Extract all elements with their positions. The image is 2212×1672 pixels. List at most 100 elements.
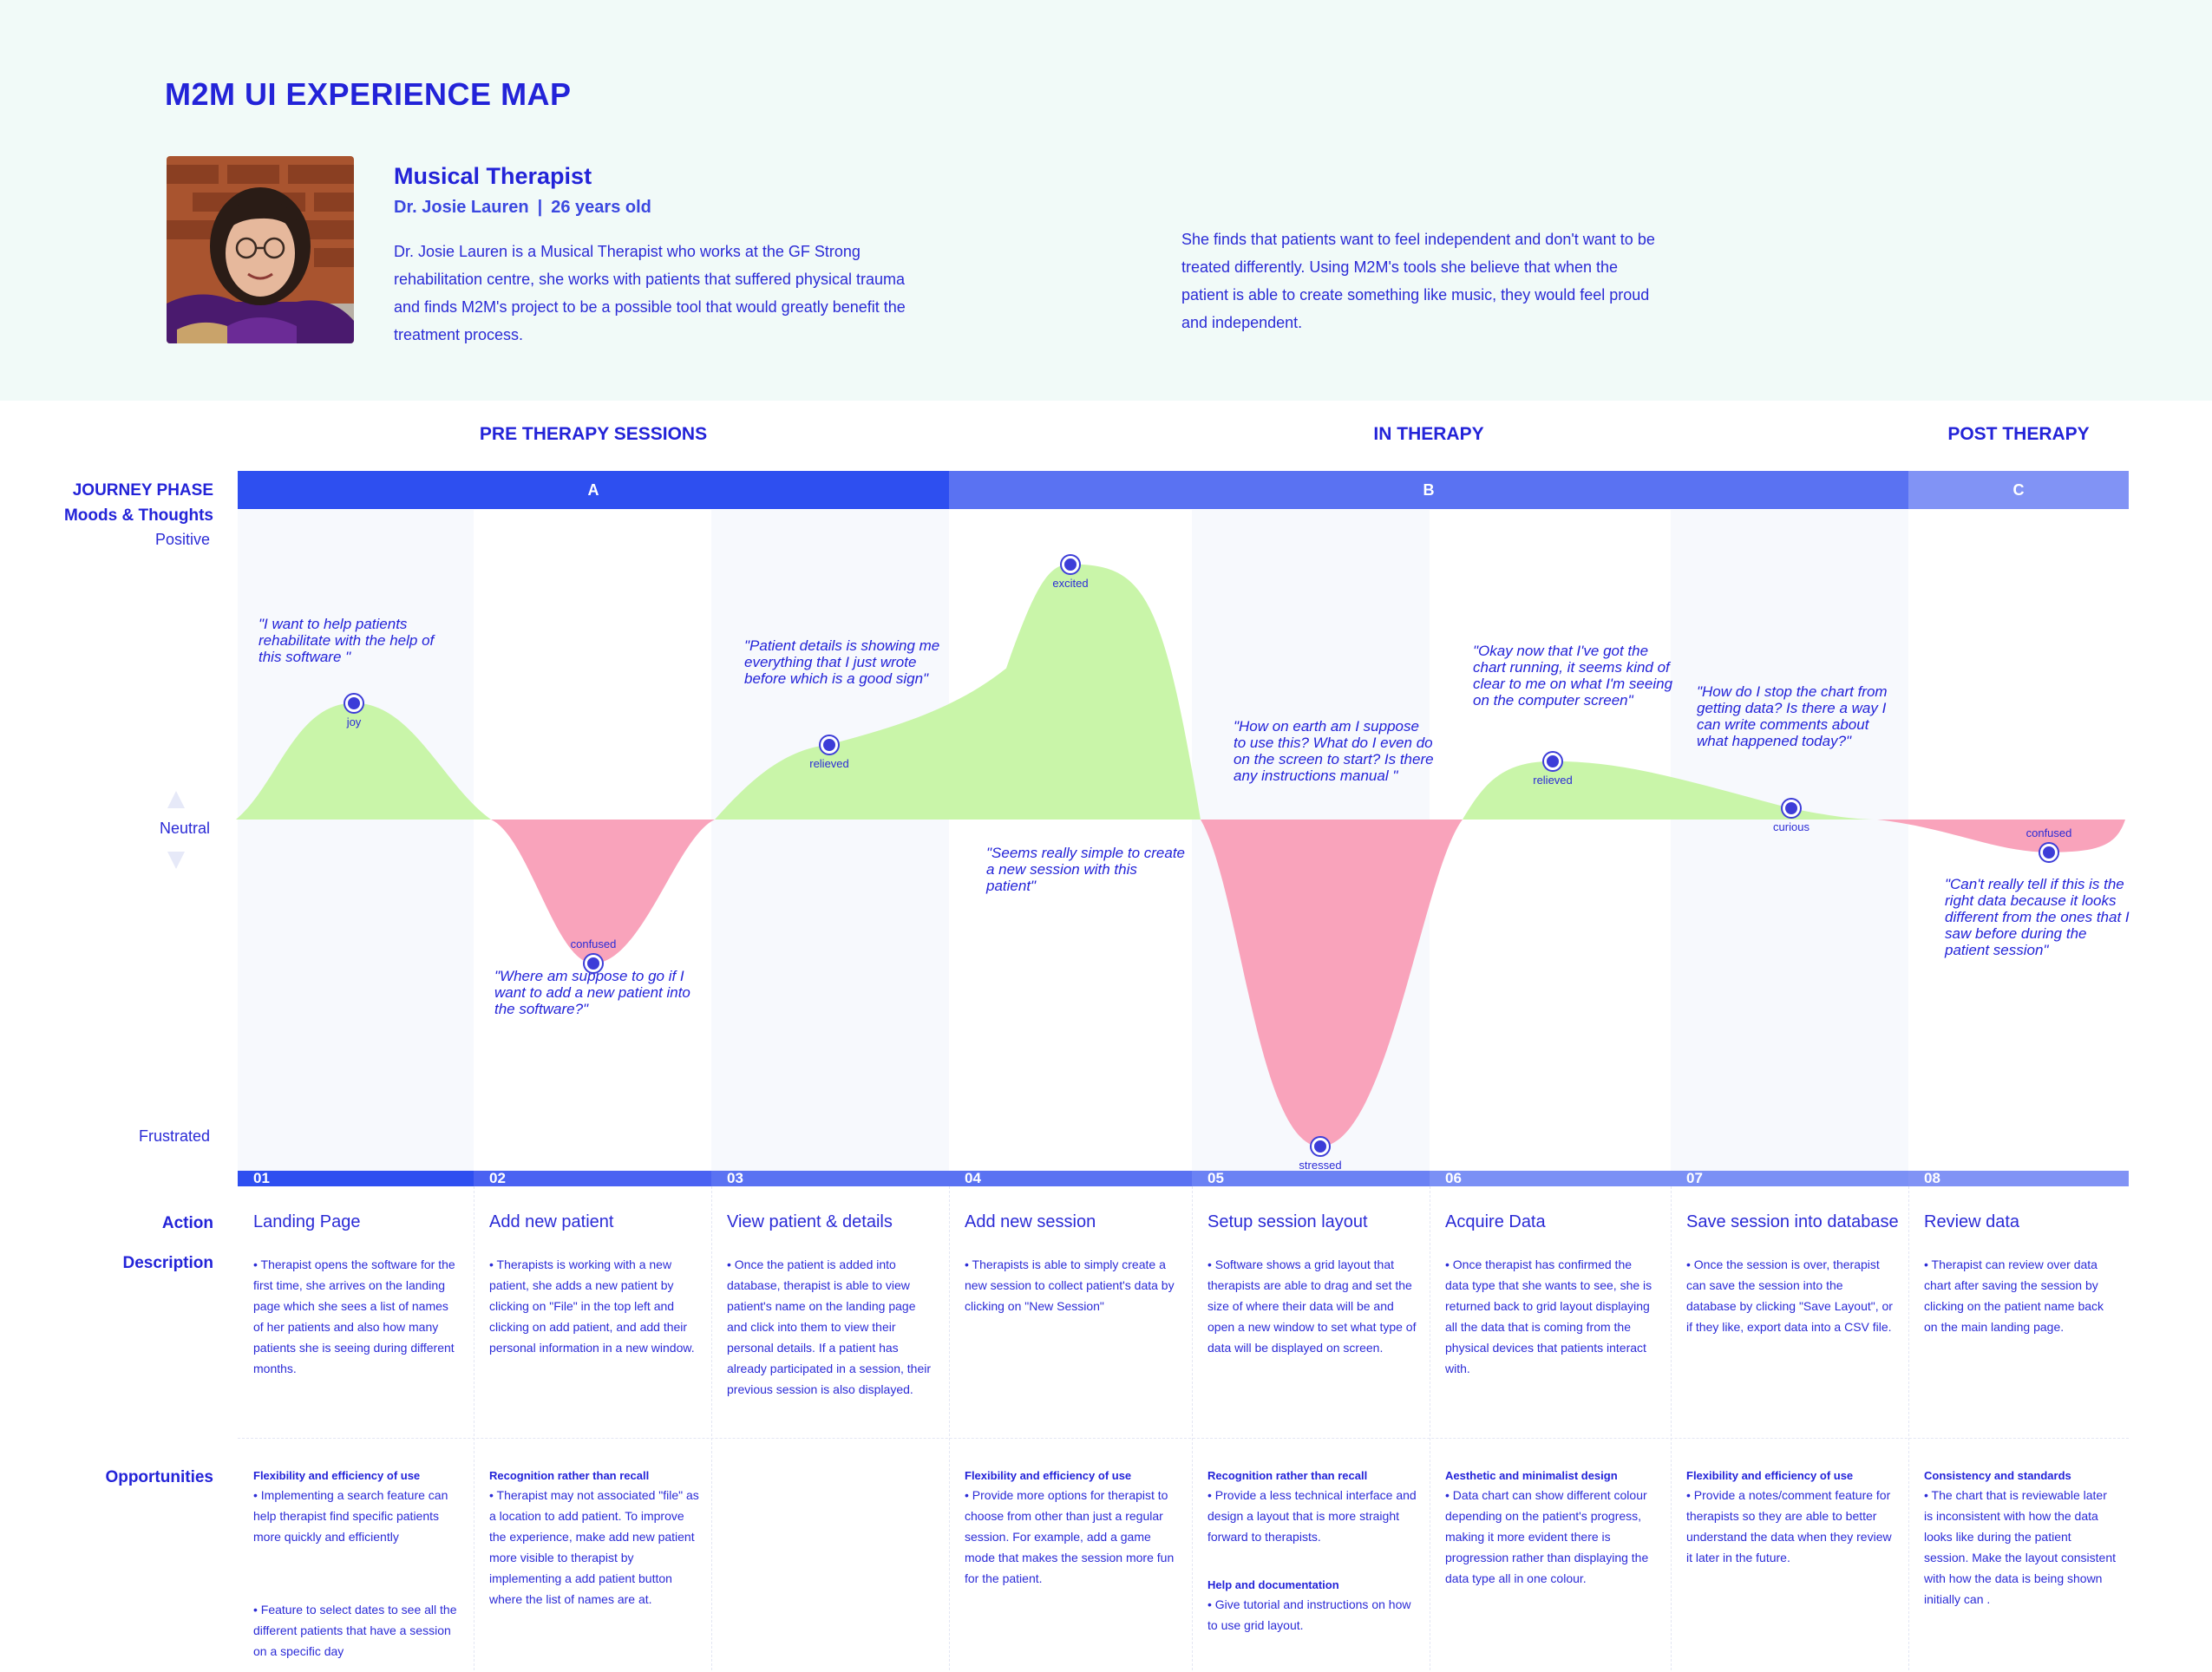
action-description: • Therapists is working with a new patie… — [489, 1257, 695, 1355]
persona-photo — [167, 156, 354, 343]
column-divider — [949, 1186, 950, 1670]
mood-point — [2040, 843, 2058, 861]
action-description: • Therapist can review over data chart a… — [1924, 1257, 2104, 1334]
action-description: • Once the session is over, therapist ca… — [1686, 1257, 1893, 1334]
action-description: • Therapists is able to simply create a … — [965, 1257, 1175, 1313]
action-description: • Once therapist has confirmed the data … — [1445, 1257, 1652, 1375]
step-number: 02 — [474, 1171, 711, 1186]
stage-title-pre: PRE THERAPY SESSIONS — [479, 424, 708, 444]
persona-insight: She finds that patients want to feel ind… — [1181, 231, 1655, 331]
phase-bar-a: A — [238, 471, 949, 509]
opportunity-heading: Recognition rather than recall — [489, 1469, 650, 1482]
mood-label: stressed — [1299, 1159, 1342, 1172]
moods-label: Moods & Thoughts — [63, 506, 213, 525]
step-column-bg — [711, 510, 949, 1171]
opportunity-text: • Data chart can show different colour d… — [1445, 1488, 1649, 1585]
step-number: 01 — [238, 1171, 474, 1186]
action-label: Action — [161, 1214, 213, 1232]
step-column-bg — [1430, 510, 1671, 1171]
mood-point — [821, 735, 838, 754]
opportunity-heading: Help and documentation — [1207, 1578, 1339, 1591]
step-number: 08 — [1908, 1171, 2129, 1186]
opportunity-text: • Give tutorial and instructions on how … — [1207, 1597, 1411, 1632]
action-description: • Once the patient is added into databas… — [727, 1257, 932, 1396]
opportunity-heading: Flexibility and efficiency of use — [253, 1469, 421, 1482]
mood-quote: "How on earth am I suppose to use this? … — [1234, 718, 1434, 784]
mood-label: curious — [1773, 820, 1810, 834]
mood-point — [1312, 1138, 1329, 1155]
persona-name: Dr. Josie Lauren — [394, 198, 529, 217]
mood-scale-arrows-icon — [167, 791, 185, 869]
mood-quote: "Seems really simple to create a new ses… — [986, 845, 1186, 894]
opportunity-text: • Implementing a search feature can help… — [253, 1488, 448, 1544]
opportunity-text: • Provide more options for therapist to … — [965, 1488, 1175, 1585]
description-label: Description — [122, 1254, 213, 1272]
action-description: • Therapist opens the software for the f… — [253, 1257, 455, 1375]
action-title: Add new patient — [489, 1212, 614, 1231]
page-title: M2M UI EXPERIENCE MAP — [165, 76, 572, 112]
opportunity-text: • Provide a notes/comment feature for th… — [1686, 1488, 1892, 1564]
persona-age: 26 years old — [551, 198, 651, 217]
opportunity-heading: Flexibility and efficiency of use — [1686, 1469, 1854, 1482]
opportunities-label: Opportunities — [105, 1468, 213, 1486]
step-number: 03 — [711, 1171, 949, 1186]
phase-bar-b: B — [949, 471, 1908, 509]
opportunity-heading: Aesthetic and minimalist design — [1445, 1469, 1618, 1482]
mood-label: confused — [570, 937, 617, 950]
opportunity-text: • Feature to select dates to see all the… — [253, 1603, 457, 1658]
mood-point — [1783, 800, 1800, 818]
mood-quote: "Okay now that I've got the chart runnin… — [1473, 643, 1673, 709]
opportunity-heading: Recognition rather than recall — [1207, 1469, 1368, 1482]
step-column-bg — [238, 510, 474, 1171]
mood-point — [1544, 752, 1561, 770]
step-number: 06 — [1430, 1171, 1671, 1186]
mood-point — [585, 954, 602, 972]
opportunity-text: • The chart that is reviewable later is … — [1924, 1488, 2117, 1606]
mood-point — [1062, 555, 1079, 573]
phase-label-a: A — [587, 480, 599, 499]
phase-bar-c: C — [1908, 471, 2129, 509]
mood-label: relieved — [809, 756, 849, 770]
mood-label: confused — [2025, 826, 2072, 839]
step-number: 07 — [1671, 1171, 1908, 1186]
action-title: Setup session layout — [1207, 1212, 1368, 1231]
mood-point — [345, 694, 363, 712]
phase-label-c: C — [2012, 480, 2025, 499]
mood-quote: "Can't really tell if this is the right … — [1945, 876, 2130, 958]
column-divider — [1192, 1186, 1193, 1670]
action-title: Acquire Data — [1445, 1212, 1546, 1231]
opportunity-heading: Flexibility and efficiency of use — [965, 1469, 1132, 1482]
journey-phase-label: JOURNEY PHASE — [72, 481, 213, 500]
opportunity-heading: Consistency and standards — [1924, 1469, 2071, 1482]
mood-quote: "Where am suppose to go if I want to add… — [494, 968, 690, 1017]
action-title: Save session into database — [1686, 1212, 1899, 1231]
persona-role: Musical Therapist — [394, 163, 592, 189]
section-divider — [238, 1438, 2129, 1439]
neutral-label: Neutral — [159, 820, 210, 837]
persona-bio: Dr. Josie Lauren is a Musical Therapist … — [394, 243, 906, 343]
mood-curve-positive — [236, 564, 1877, 820]
mood-label: excited — [1052, 576, 1089, 590]
mood-label: joy — [346, 715, 362, 728]
mood-label: relieved — [1533, 773, 1573, 787]
action-title: Review data — [1924, 1212, 2020, 1231]
mood-quote: "I want to help patients rehabilitate wi… — [259, 616, 435, 665]
step-column-bg — [1671, 510, 1908, 1171]
stage-title-post: POST THERAPY — [1947, 424, 2090, 444]
frustrated-label: Frustrated — [138, 1127, 210, 1145]
positive-label: Positive — [154, 531, 210, 548]
persona-separator: | — [537, 198, 543, 217]
action-title: Add new session — [965, 1212, 1096, 1231]
persona-name-age: Dr. Josie Lauren | 26 years old — [394, 198, 651, 218]
column-divider — [1671, 1186, 1672, 1670]
column-divider — [1908, 1186, 1909, 1670]
mood-quote: "Patient details is showing me everythin… — [744, 637, 940, 687]
mood-quote: "How do I stop the chart from getting da… — [1697, 683, 1888, 749]
opportunity-text: • Provide a less technical interface and… — [1207, 1488, 1417, 1544]
phase-label-b: B — [1423, 480, 1435, 499]
action-title: Landing Page — [253, 1212, 361, 1231]
opportunity-text: • Therapist may not associated "file" as… — [489, 1488, 699, 1606]
step-number: 05 — [1192, 1171, 1430, 1186]
